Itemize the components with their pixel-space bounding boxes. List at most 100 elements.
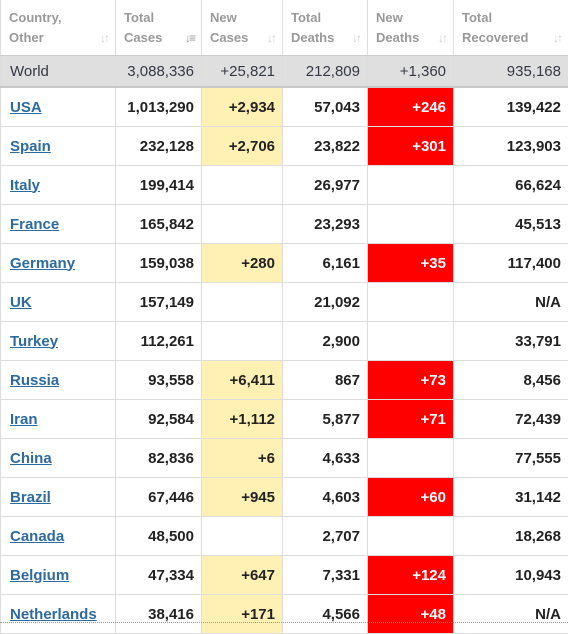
sort-icon[interactable]: ↓↑ [438, 28, 446, 48]
total-cases-cell: 165,842 [116, 205, 202, 244]
total-deaths-cell: 4,566 [283, 595, 368, 634]
total-deaths-cell: 23,822 [283, 127, 368, 166]
country-cell: Germany [1, 244, 116, 283]
new-deaths-cell: +71 [368, 400, 454, 439]
new-cases-cell [202, 166, 283, 205]
header-label-line2: Recovered [462, 30, 528, 45]
total-cases-cell: 199,414 [116, 166, 202, 205]
country-link[interactable]: USA [10, 99, 42, 116]
new-cases-cell: +171 [202, 595, 283, 634]
new-cases-cell: +280 [202, 244, 283, 283]
total-recovered-cell: 123,903 [454, 127, 568, 166]
country-link[interactable]: Turkey [10, 333, 58, 350]
new-cases-cell [202, 205, 283, 244]
total-recovered-cell: 72,439 [454, 400, 568, 439]
header-label-line2: Cases [210, 30, 248, 45]
world-total-recovered-cell: 935,168 [454, 56, 568, 88]
country-link[interactable]: China [10, 450, 52, 467]
country-link[interactable]: Belgium [10, 567, 69, 584]
country-link[interactable]: Italy [10, 177, 40, 194]
country-cell: Netherlands [1, 595, 116, 634]
new-cases-cell: +1,112 [202, 400, 283, 439]
total-cases-cell: 159,038 [116, 244, 202, 283]
new-cases-cell: +945 [202, 478, 283, 517]
new-deaths-cell: +35 [368, 244, 454, 283]
country-cell: Spain [1, 127, 116, 166]
new-deaths-cell [368, 322, 454, 361]
total-deaths-cell: 21,092 [283, 283, 368, 322]
new-deaths-cell [368, 166, 454, 205]
total-cases-cell: 157,149 [116, 283, 202, 322]
header-label-line2: Deaths [291, 30, 334, 45]
new-cases-cell: +6,411 [202, 361, 283, 400]
new-deaths-cell [368, 205, 454, 244]
sort-icon[interactable]: ↓↑ [553, 28, 561, 48]
country-link[interactable]: Brazil [10, 489, 51, 506]
sort-icon[interactable]: ↓↑ [100, 28, 108, 48]
column-header-country[interactable]: Country,Other↓↑ [1, 0, 116, 56]
new-deaths-cell [368, 517, 454, 556]
total-deaths-cell: 23,293 [283, 205, 368, 244]
world-total-cases-cell: 3,088,336 [116, 56, 202, 88]
header-label-line1: New [210, 10, 237, 25]
header-label-line1: Total [124, 10, 154, 25]
country-link[interactable]: Iran [10, 411, 38, 428]
country-link[interactable]: Russia [10, 372, 59, 389]
total-cases-cell: 112,261 [116, 322, 202, 361]
total-deaths-cell: 57,043 [283, 87, 368, 127]
world-total-row: World 3,088,336 +25,821 212,809 +1,360 9… [1, 56, 568, 88]
column-header-new-cases[interactable]: New Cases ↓↑ [202, 0, 283, 56]
total-recovered-cell: 117,400 [454, 244, 568, 283]
new-deaths-cell: +124 [368, 556, 454, 595]
country-link[interactable]: Spain [10, 138, 51, 155]
country-link[interactable]: Germany [10, 255, 75, 272]
total-deaths-cell: 5,877 [283, 400, 368, 439]
total-deaths-cell: 4,603 [283, 478, 368, 517]
header-label-line2: Cases [124, 30, 162, 45]
total-deaths-cell: 6,161 [283, 244, 368, 283]
total-recovered-cell: 18,268 [454, 517, 568, 556]
country-cell: Canada [1, 517, 116, 556]
total-recovered-cell: 66,624 [454, 166, 568, 205]
country-link[interactable]: Canada [10, 528, 64, 545]
total-cases-cell: 47,334 [116, 556, 202, 595]
sort-icon[interactable]: ↓↑ [267, 28, 275, 48]
total-deaths-cell: 7,331 [283, 556, 368, 595]
total-recovered-cell: 139,422 [454, 87, 568, 127]
total-recovered-cell: 8,456 [454, 361, 568, 400]
new-cases-cell: +2,706 [202, 127, 283, 166]
new-deaths-cell [368, 439, 454, 478]
sort-icon[interactable]: ↓↑ [352, 28, 360, 48]
total-cases-cell: 232,128 [116, 127, 202, 166]
new-cases-cell: +647 [202, 556, 283, 595]
table-row: UK 157,149 21,092 N/A [1, 283, 568, 322]
total-recovered-cell: N/A [454, 283, 568, 322]
new-cases-cell [202, 283, 283, 322]
sort-active-icon[interactable]: ↓≡ [185, 28, 194, 48]
country-link[interactable]: France [10, 216, 59, 233]
total-cases-cell: 92,584 [116, 400, 202, 439]
total-cases-cell: 82,836 [116, 439, 202, 478]
country-link[interactable]: UK [10, 294, 32, 311]
column-header-total-cases[interactable]: Total Cases ↓≡ [116, 0, 202, 56]
country-link[interactable]: Netherlands [10, 606, 97, 623]
total-cases-cell: 1,013,290 [116, 87, 202, 127]
new-deaths-cell [368, 283, 454, 322]
total-recovered-cell: 45,513 [454, 205, 568, 244]
total-deaths-cell: 867 [283, 361, 368, 400]
country-cell: Belgium [1, 556, 116, 595]
world-total-deaths-cell: 212,809 [283, 56, 368, 88]
